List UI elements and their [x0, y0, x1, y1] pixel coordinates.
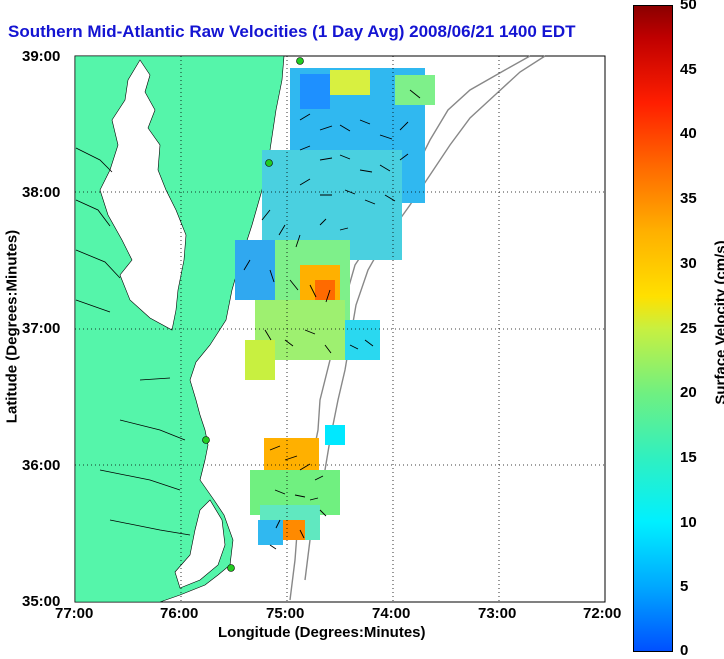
colorbar-tick: 15: [680, 449, 697, 466]
velocity-field: [235, 68, 435, 545]
colorbar-label: Surface Velocity (cm/s): [712, 240, 724, 405]
map-title: Southern Mid-Atlantic Raw Velocities (1 …: [8, 22, 576, 41]
pamlico-sound: [174, 499, 226, 589]
y-tick-label: 37:00: [22, 320, 61, 337]
y-tick-label: 38:00: [22, 184, 61, 201]
x-axis-label: Longitude (Degrees:Minutes): [218, 624, 426, 641]
x-tick-label: 76:00: [160, 605, 199, 622]
y-axis-label: Latitude (Degrees:Minutes): [3, 229, 21, 424]
chesapeake-bay: [99, 59, 187, 331]
x-tick-label: 72:00: [583, 605, 622, 622]
colorbar-tick: 5: [680, 578, 689, 595]
colorbar-tick: 40: [680, 125, 697, 142]
y-tick-label: 35:00: [22, 593, 61, 610]
x-tick-label: 73:00: [478, 605, 517, 622]
velocity-arrows: [243, 89, 421, 550]
colorbar-tick: 50: [680, 0, 697, 13]
grid-lines: [75, 56, 605, 602]
colorbar-tick: 35: [680, 190, 697, 207]
colorbar-tick: 25: [680, 320, 697, 337]
y-tick-label: 36:00: [22, 457, 61, 474]
x-tick-label: 77:00: [55, 605, 94, 622]
river-inlet: [75, 147, 191, 536]
colorbar-tick: 0: [680, 642, 689, 659]
colorbar-tick: 30: [680, 255, 697, 272]
x-tick-label: 75:00: [266, 605, 305, 622]
y-tick-label: 39:00: [22, 48, 61, 65]
colorbar-tick: 20: [680, 384, 697, 401]
colorbar-tick: 10: [680, 514, 697, 531]
colorbar: [633, 5, 673, 652]
colorbar-tick: 45: [680, 61, 697, 78]
x-tick-label: 74:00: [372, 605, 411, 622]
radar-stations: [202, 57, 304, 572]
